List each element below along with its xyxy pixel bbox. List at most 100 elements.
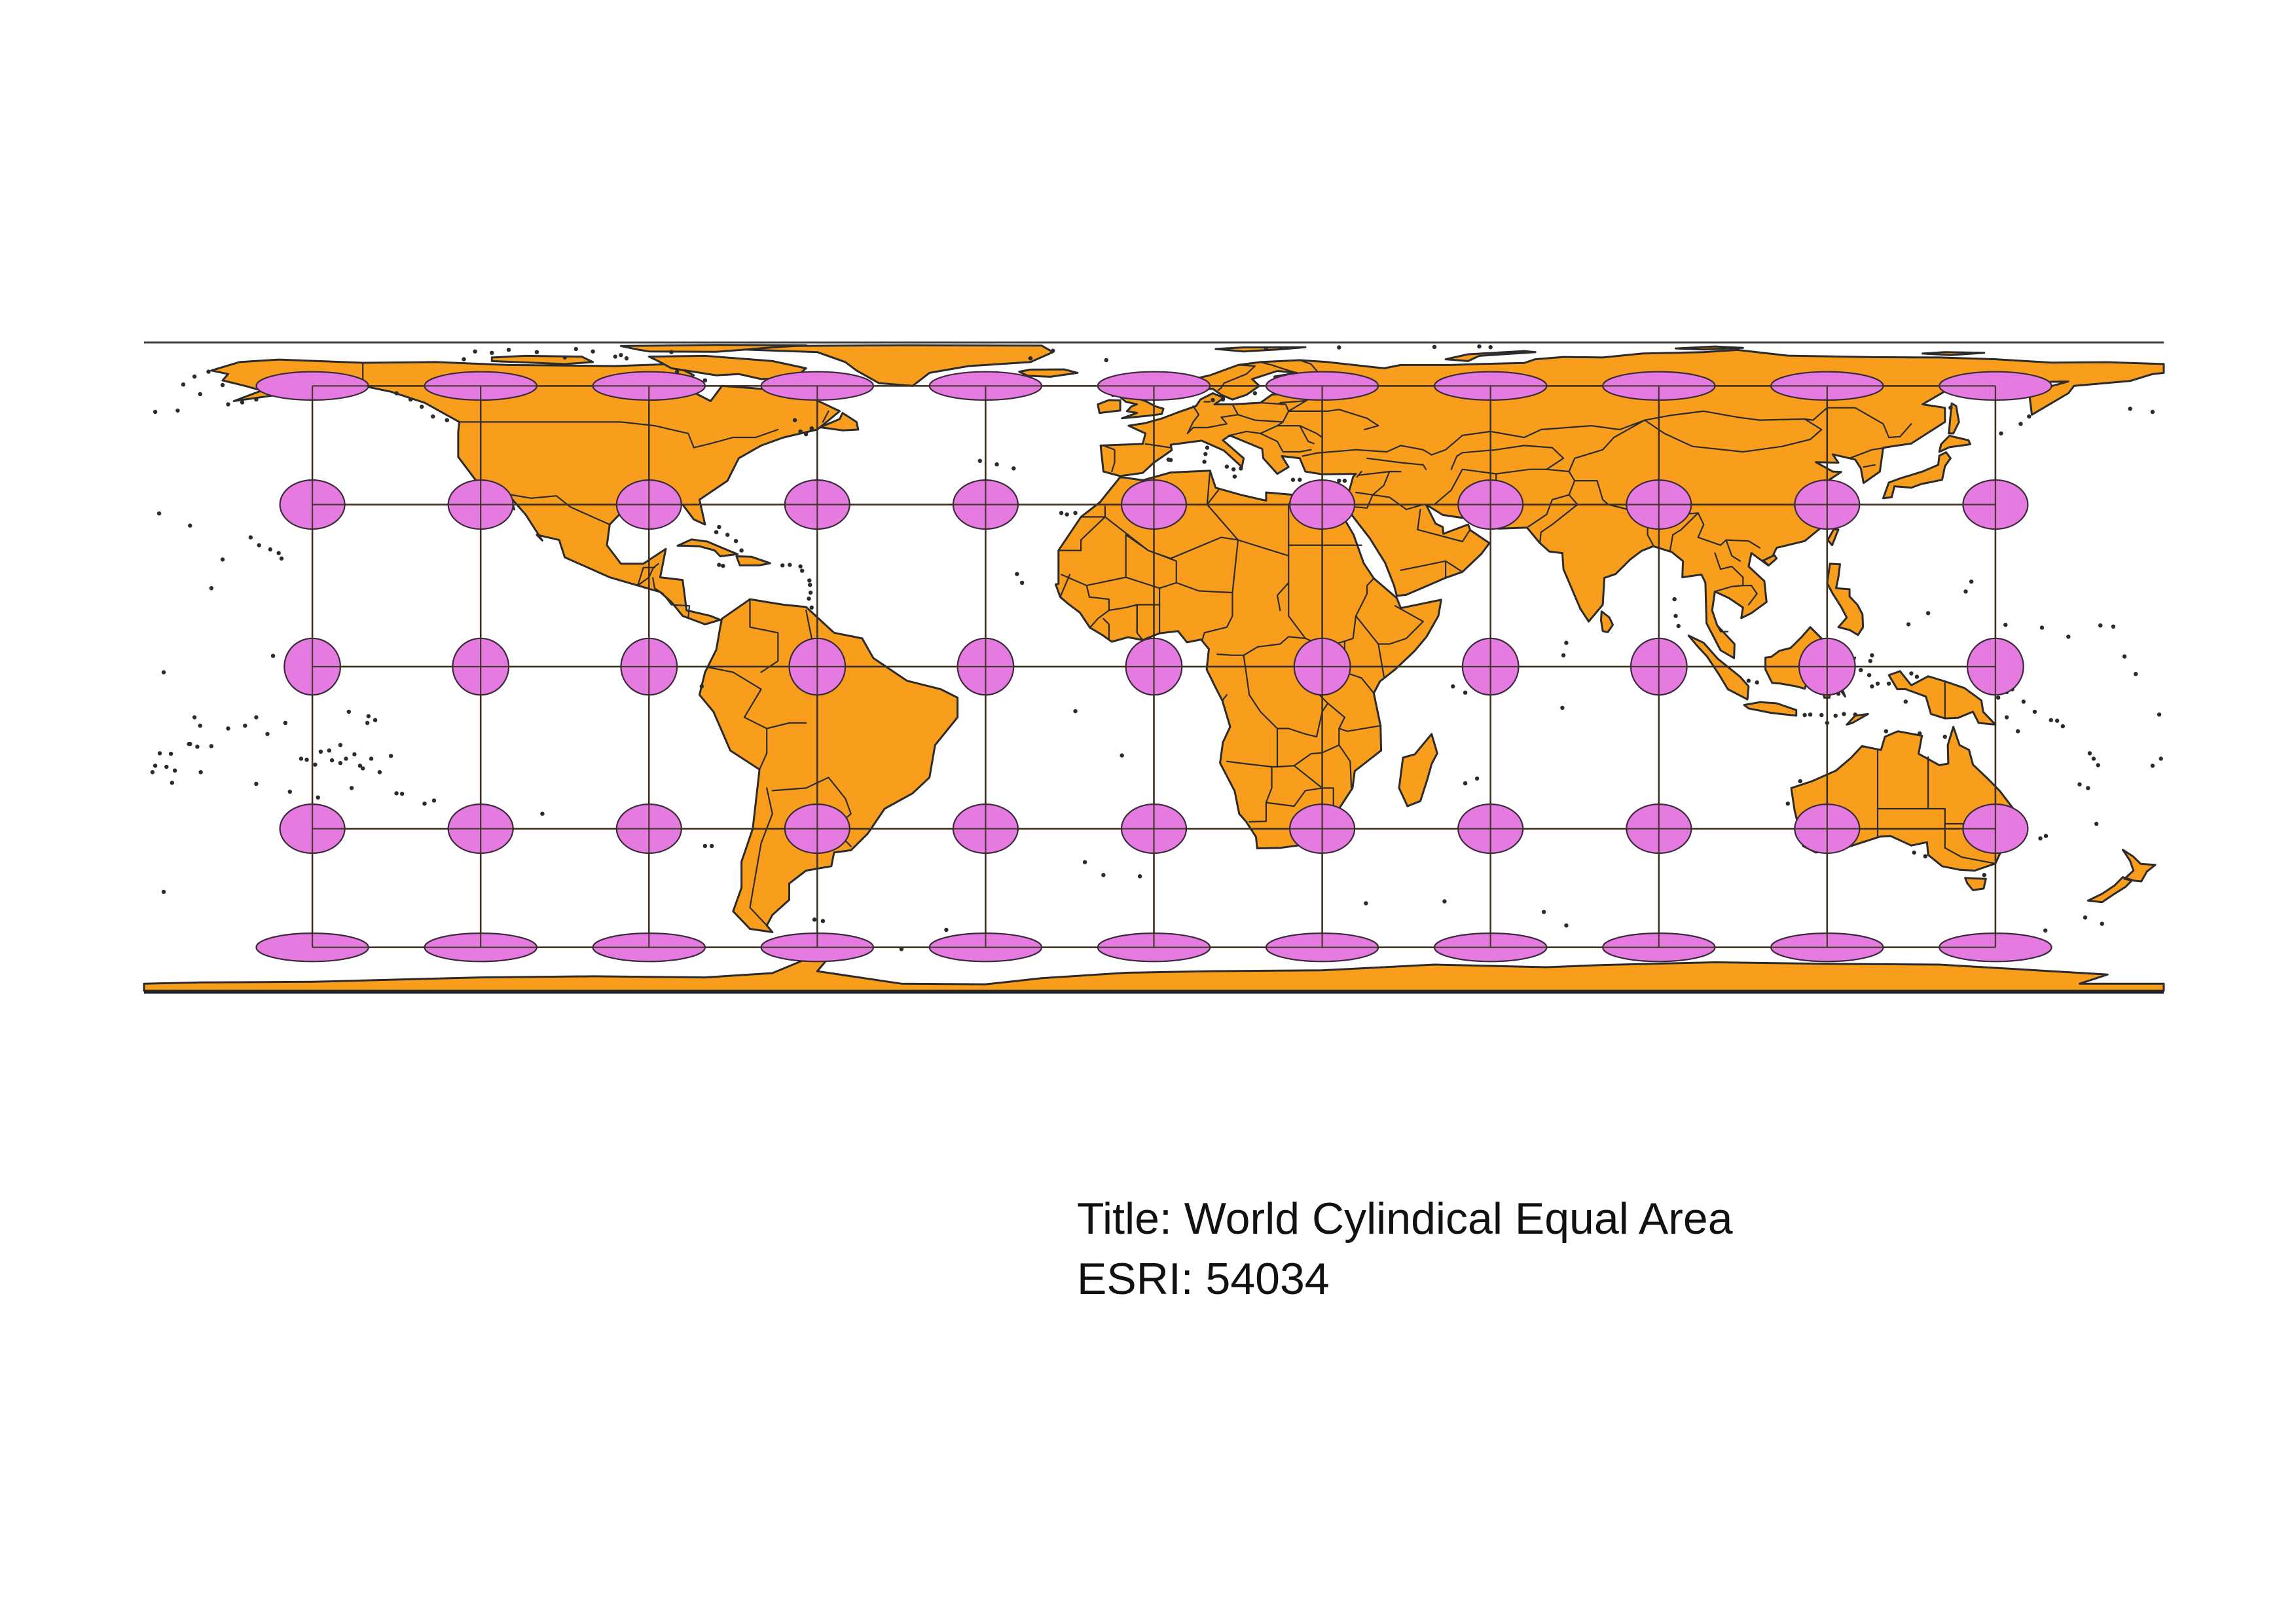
island-dot-47 xyxy=(1561,653,1566,657)
island-dot-25 xyxy=(540,811,545,816)
country-border-74 xyxy=(1276,725,1381,768)
country-border-23 xyxy=(1299,424,1315,445)
island-dot-230 xyxy=(2004,715,2009,720)
country-border-67 xyxy=(1216,636,1307,656)
island-dot-125 xyxy=(2128,407,2132,411)
land-victoria-island xyxy=(490,354,594,365)
land-madagascar xyxy=(1398,733,1438,807)
island-dot-109 xyxy=(717,563,721,567)
island-dot-96 xyxy=(150,770,155,775)
island-dot-36 xyxy=(1073,511,1078,515)
island-dot-232 xyxy=(2087,751,2092,756)
country-border-9 xyxy=(771,777,829,792)
country-border-59 xyxy=(1175,581,1233,642)
island-dot-171 xyxy=(1564,923,1569,928)
country-border-43 xyxy=(1644,418,1823,453)
island-dot-94 xyxy=(168,751,173,756)
island-dot-153 xyxy=(462,357,466,361)
island-dot-164 xyxy=(2018,422,2023,426)
land-south-america xyxy=(698,598,959,933)
island-dot-144 xyxy=(534,350,539,354)
island-dot-49 xyxy=(1672,597,1677,602)
island-dot-250 xyxy=(365,720,370,726)
island-dot-182 xyxy=(161,889,166,895)
country-border-7 xyxy=(749,598,779,673)
island-dot-211 xyxy=(1808,712,1813,717)
island-dot-181 xyxy=(2043,928,2048,933)
island-dot-198 xyxy=(1239,466,1243,471)
country-border-40 xyxy=(1430,419,1646,456)
island-dot-137 xyxy=(798,429,803,434)
country-border-32 xyxy=(1400,560,1447,579)
island-dot-84 xyxy=(431,798,437,803)
island-dot-237 xyxy=(1923,854,1927,858)
island-dot-184 xyxy=(1104,358,1108,363)
country-border-80 xyxy=(1343,671,1375,694)
country-border-30 xyxy=(1417,508,1471,543)
island-dot-242 xyxy=(283,720,288,726)
country-border-81 xyxy=(1059,574,1071,598)
island-dot-19 xyxy=(270,654,276,658)
island-dot-209 xyxy=(1853,712,1857,717)
island-dot-245 xyxy=(248,535,253,540)
island-dot-239 xyxy=(2038,836,2043,841)
land-antarctica xyxy=(143,957,2165,992)
island-dot-106 xyxy=(788,563,792,567)
country-border-26 xyxy=(1366,457,1427,470)
island-dot-54 xyxy=(2091,756,2096,761)
island-dot-50 xyxy=(1673,614,1678,618)
island-dot-142 xyxy=(619,353,623,358)
island-dot-205 xyxy=(1211,397,1215,403)
island-dot-202 xyxy=(1232,474,1237,479)
island-dot-215 xyxy=(1842,712,1846,716)
island-dot-112 xyxy=(725,532,730,537)
country-border-27 xyxy=(1355,470,1391,496)
island-dot-68 xyxy=(1906,622,1911,627)
country-border-17 xyxy=(1237,401,1290,423)
island-dot-115 xyxy=(699,684,704,689)
island-dot-37 xyxy=(1019,580,1025,585)
island-dot-58 xyxy=(2049,718,2053,722)
island-dot-155 xyxy=(574,346,578,352)
island-dot-110 xyxy=(714,530,719,534)
country-border-99 xyxy=(1217,364,1256,392)
island-dot-173 xyxy=(812,917,817,922)
island-dot-66 xyxy=(1969,580,1974,584)
country-border-6 xyxy=(749,787,773,927)
map-frame xyxy=(144,341,2164,994)
island-dot-72 xyxy=(2066,635,2071,639)
island-dot-118 xyxy=(181,382,186,387)
island-dot-143 xyxy=(591,349,595,354)
country-border-44 xyxy=(1849,447,1887,459)
island-dot-199 xyxy=(1224,464,1230,469)
island-dot-166 xyxy=(1101,873,1106,877)
island-dot-119 xyxy=(220,382,225,388)
island-dot-214 xyxy=(1833,713,1838,718)
island-dot-204 xyxy=(1252,391,1258,396)
island-dot-1 xyxy=(257,543,261,547)
island-dot-100 xyxy=(807,597,811,601)
country-border-47 xyxy=(1714,552,1744,587)
country-border-50 xyxy=(1057,506,1106,551)
island-dot-73 xyxy=(2111,624,2116,629)
island-dot-167 xyxy=(1137,874,1142,879)
country-border-77 xyxy=(1226,760,1273,768)
country-border-48 xyxy=(1725,539,1741,562)
land-iceland xyxy=(1018,368,1079,378)
island-dot-23 xyxy=(161,670,166,674)
island-dot-114 xyxy=(739,548,744,553)
country-border-66 xyxy=(1288,578,1375,648)
island-dot-146 xyxy=(473,349,477,354)
land-new-zealand xyxy=(2086,849,2157,904)
island-dot-223 xyxy=(1909,671,1914,676)
land-hispaniola xyxy=(735,555,771,566)
island-dot-43 xyxy=(1474,776,1480,781)
island-dot-170 xyxy=(1541,910,1546,914)
country-border-36 xyxy=(1539,494,1578,544)
country-border-13 xyxy=(1144,443,1172,449)
island-dot-10 xyxy=(313,762,318,767)
island-dot-55 xyxy=(2096,763,2100,767)
island-dot-11 xyxy=(304,758,309,762)
island-dot-108 xyxy=(721,564,725,568)
island-dot-5 xyxy=(164,764,169,769)
